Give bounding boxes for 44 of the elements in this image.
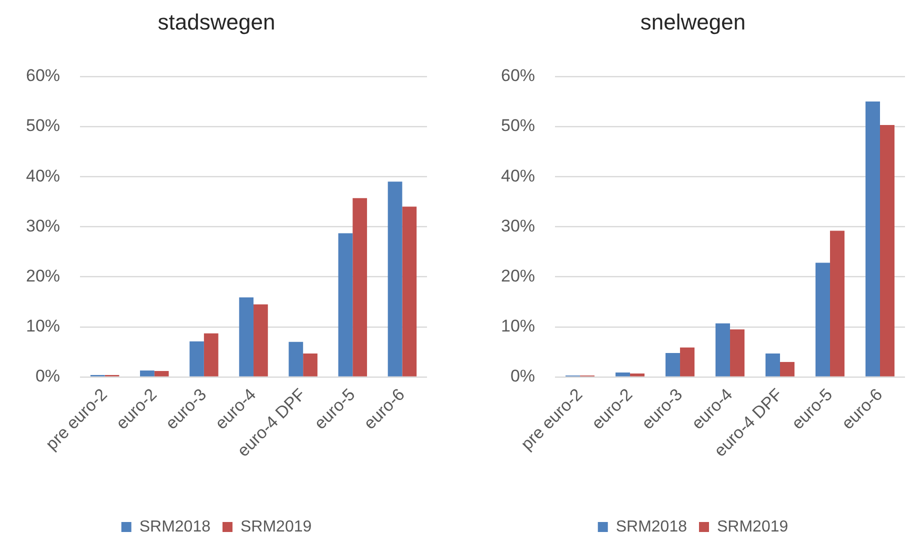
- bar: [666, 352, 680, 376]
- y-tick-label: 10%: [500, 316, 536, 336]
- chart-title: stadswegen: [158, 9, 276, 34]
- bar: [816, 262, 830, 376]
- bar: [338, 233, 353, 376]
- bar: [766, 353, 780, 376]
- y-tick-label: 10%: [26, 316, 60, 336]
- bar: [616, 372, 630, 376]
- bar: [830, 230, 845, 376]
- legend-label: SRM2018: [616, 518, 688, 536]
- bar: [140, 370, 154, 376]
- y-tick-label: 50%: [500, 116, 536, 136]
- legend-label: SRM2019: [717, 518, 788, 536]
- bar: [402, 206, 417, 376]
- y-tick-label: 30%: [26, 216, 60, 236]
- y-tick-label: 30%: [500, 216, 536, 236]
- bar: [204, 333, 218, 376]
- bar: [190, 341, 204, 376]
- legend-label: SRM2019: [240, 518, 312, 536]
- bar: [866, 101, 880, 376]
- bar: [303, 353, 318, 376]
- bar: [288, 342, 304, 376]
- bar: [880, 124, 894, 376]
- bar: [730, 329, 745, 376]
- legend-label: SRM2018: [139, 518, 211, 536]
- y-tick-label: 60%: [500, 66, 536, 86]
- y-tick-label: 0%: [510, 366, 536, 386]
- bar: [630, 373, 645, 376]
- bar: [680, 347, 695, 376]
- y-tick-label: 60%: [26, 66, 60, 86]
- bar: [254, 304, 268, 376]
- bar: [388, 182, 402, 376]
- bar: [239, 297, 254, 376]
- bar: [780, 362, 795, 376]
- y-tick-label: 40%: [500, 166, 536, 186]
- y-tick-label: 20%: [26, 266, 60, 286]
- bar: [154, 370, 169, 376]
- bar: [716, 323, 730, 376]
- y-tick-label: 0%: [35, 366, 60, 386]
- y-tick-label: 50%: [26, 116, 60, 136]
- chart-title: snelwegen: [640, 9, 746, 34]
- y-tick-label: 40%: [26, 166, 60, 186]
- bar: [352, 198, 368, 376]
- y-tick-label: 20%: [500, 266, 536, 286]
